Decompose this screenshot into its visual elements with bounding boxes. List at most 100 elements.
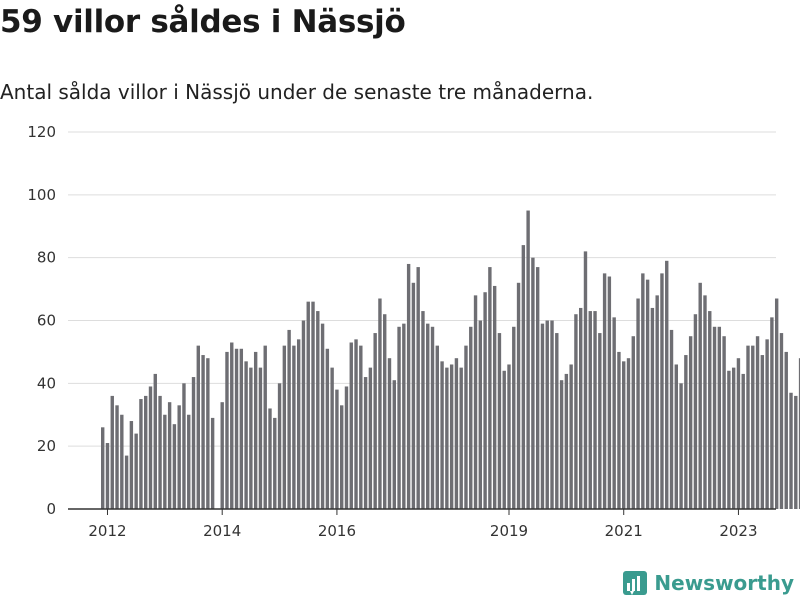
bar — [607, 276, 612, 509]
bar — [354, 339, 358, 509]
bar — [727, 370, 731, 509]
bar — [688, 336, 693, 509]
bar — [526, 210, 530, 509]
bar — [201, 355, 205, 509]
y-tick-label: 60 — [37, 312, 56, 330]
bar — [287, 329, 291, 509]
bar — [798, 358, 800, 509]
bar — [469, 326, 473, 509]
bar — [187, 414, 191, 509]
bar — [531, 257, 535, 509]
bar — [440, 361, 444, 509]
bar — [588, 311, 592, 509]
bar — [191, 377, 196, 509]
bar — [488, 267, 492, 509]
bar — [535, 267, 540, 509]
x-tick-label: 2023 — [719, 522, 757, 540]
bar — [660, 273, 664, 509]
bar — [316, 311, 320, 509]
bar — [669, 329, 674, 509]
bar — [454, 358, 459, 509]
bar — [703, 295, 707, 509]
y-axis-labels: 0 20 40 60 80 100 120 — [27, 123, 56, 518]
bar — [507, 364, 511, 509]
bar — [411, 282, 416, 509]
bar — [502, 370, 506, 509]
bar — [249, 367, 253, 509]
bar — [449, 364, 454, 509]
bar — [478, 320, 483, 509]
bar — [115, 405, 119, 509]
newsworthy-logo-icon — [623, 571, 648, 595]
bar — [564, 373, 569, 509]
x-tick-label: 2014 — [203, 522, 241, 540]
bar — [459, 367, 463, 509]
bar — [253, 351, 258, 509]
bar — [306, 301, 310, 509]
bar — [368, 367, 373, 509]
bar — [282, 345, 287, 509]
bar — [330, 367, 334, 509]
bar — [139, 399, 143, 509]
bar — [163, 414, 167, 509]
bar — [483, 292, 487, 509]
bar — [105, 443, 110, 509]
bar — [794, 395, 798, 509]
brand-name: Newsworthy — [654, 571, 794, 595]
bar — [622, 361, 626, 509]
bar — [473, 295, 478, 509]
bar — [693, 314, 698, 509]
bar — [698, 282, 702, 509]
bar — [177, 405, 181, 509]
bar — [631, 336, 635, 509]
bar — [244, 361, 248, 509]
bar — [770, 317, 774, 509]
bar — [435, 345, 439, 509]
bar — [225, 351, 229, 509]
bar — [650, 307, 655, 509]
bar — [196, 345, 200, 509]
bar — [655, 295, 659, 509]
bar — [120, 414, 124, 509]
bar — [430, 326, 435, 509]
bar — [363, 377, 368, 509]
bar — [789, 392, 793, 509]
bar — [383, 314, 387, 509]
bar — [641, 273, 645, 509]
x-tick-label: 2012 — [88, 522, 126, 540]
bar — [755, 336, 760, 509]
bar — [645, 279, 650, 509]
x-tick-label: 2021 — [605, 522, 643, 540]
bar — [574, 314, 578, 509]
bar — [206, 358, 210, 509]
bar — [263, 345, 267, 509]
bar — [182, 383, 186, 509]
bar — [674, 364, 678, 509]
bar — [569, 364, 573, 509]
bar — [397, 326, 401, 509]
bar — [717, 326, 722, 509]
bar — [665, 260, 669, 509]
bar — [406, 263, 411, 509]
bar — [378, 298, 382, 509]
bar — [497, 333, 502, 509]
bar — [311, 301, 315, 509]
bar — [779, 333, 784, 509]
bars — [101, 210, 800, 509]
bar — [110, 395, 114, 509]
bar — [555, 333, 559, 509]
bar — [626, 358, 631, 509]
bar — [167, 402, 172, 509]
bar — [736, 358, 741, 509]
bar — [220, 402, 224, 509]
bar — [349, 342, 353, 509]
x-tick-label: 2019 — [490, 522, 528, 540]
bar — [210, 417, 215, 509]
bar — [679, 383, 683, 509]
bar — [731, 367, 736, 509]
bar — [359, 345, 363, 509]
bar — [344, 386, 349, 509]
bar — [492, 285, 497, 509]
bar — [746, 345, 750, 509]
bar — [144, 395, 148, 509]
